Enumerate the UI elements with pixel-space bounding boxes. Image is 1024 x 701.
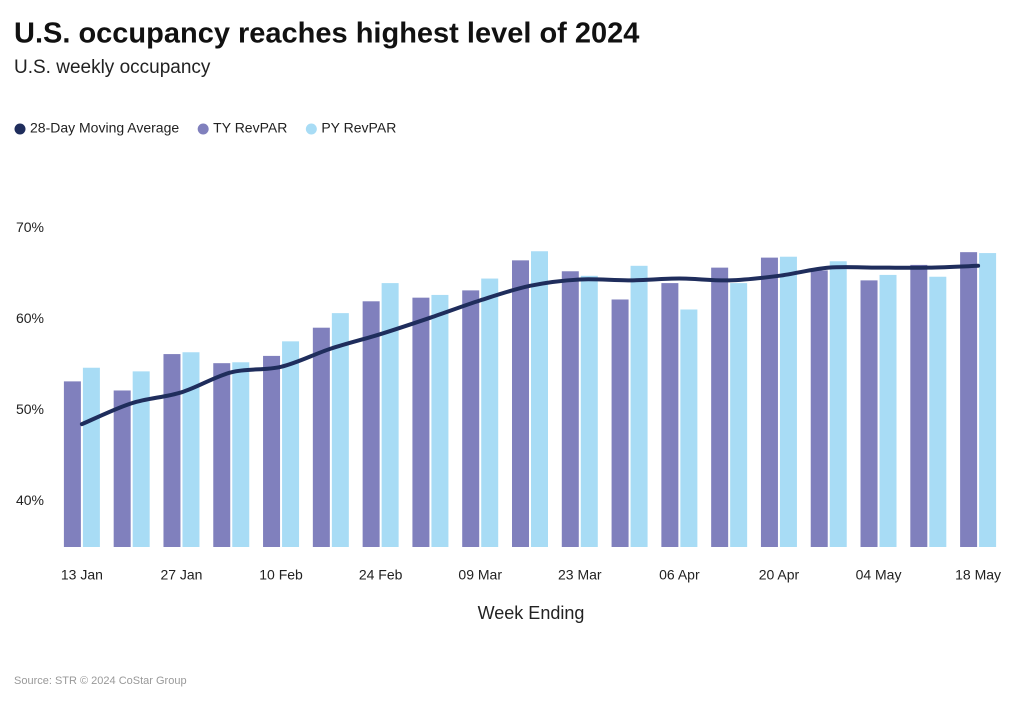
bar xyxy=(779,256,797,547)
bar xyxy=(412,297,430,547)
x-tick-label: 18 May xyxy=(955,567,1001,583)
legend-label: TY RevPAR xyxy=(213,120,287,136)
y-tick-label: 70% xyxy=(16,219,44,235)
line xyxy=(79,263,981,427)
bar xyxy=(879,274,897,547)
x-tick-label: 04 May xyxy=(856,567,902,583)
bar xyxy=(132,371,150,547)
bar xyxy=(531,251,548,547)
x-tick-label: 20 Apr xyxy=(759,567,800,583)
bar xyxy=(680,309,698,547)
bar xyxy=(760,257,778,547)
x-tick-label: 06 Apr xyxy=(659,567,700,583)
x-tick-label: 23 Mar xyxy=(558,567,602,583)
bar xyxy=(182,352,200,547)
bar xyxy=(113,390,131,547)
bar xyxy=(213,363,231,547)
source: Source: STR © 2024 CoStar Group xyxy=(14,675,187,687)
bar xyxy=(312,327,330,547)
bar xyxy=(362,301,380,547)
bar xyxy=(829,261,847,547)
bar xyxy=(381,283,399,547)
bar xyxy=(860,280,878,547)
x-axis-title: Week Ending xyxy=(478,603,585,623)
bar xyxy=(431,294,449,547)
legend-label: PY RevPAR xyxy=(321,120,396,136)
bar xyxy=(711,267,729,547)
bar xyxy=(561,271,579,547)
y-tick-label: 50% xyxy=(16,401,44,417)
bar xyxy=(630,265,648,547)
bar xyxy=(960,252,978,547)
legend-marker xyxy=(305,123,317,135)
bar xyxy=(810,270,828,547)
bar xyxy=(63,381,81,547)
y-tick-label: 60% xyxy=(16,310,44,326)
chart-subtitle: U.S. weekly occupancy xyxy=(14,57,211,78)
chart-title: U.S. occupancy reaches highest level of … xyxy=(14,18,639,50)
bar xyxy=(910,264,928,547)
x-tick-label: 10 Feb xyxy=(259,567,303,583)
legend-marker xyxy=(14,123,26,135)
bar xyxy=(282,341,300,547)
bar xyxy=(163,354,181,547)
legend-marker xyxy=(197,123,209,135)
x-tick-label: 09 Mar xyxy=(458,567,502,583)
bar xyxy=(929,276,947,547)
bar xyxy=(611,299,629,547)
x-tick-label: 13 Jan xyxy=(61,567,103,583)
bar xyxy=(730,283,748,547)
x-tick-label: 27 Jan xyxy=(160,567,202,583)
bar xyxy=(82,367,100,547)
bar xyxy=(979,253,997,547)
bar xyxy=(512,260,529,547)
bar xyxy=(661,283,679,547)
bar xyxy=(462,290,480,547)
bar xyxy=(263,355,281,547)
y-tick-label: 40% xyxy=(16,492,44,508)
bar xyxy=(481,278,499,547)
legend-label: 28-Day Moving Average xyxy=(30,120,179,136)
bar xyxy=(232,362,250,547)
bar xyxy=(331,313,349,547)
x-tick-label: 24 Feb xyxy=(359,567,403,583)
bar xyxy=(580,275,598,547)
